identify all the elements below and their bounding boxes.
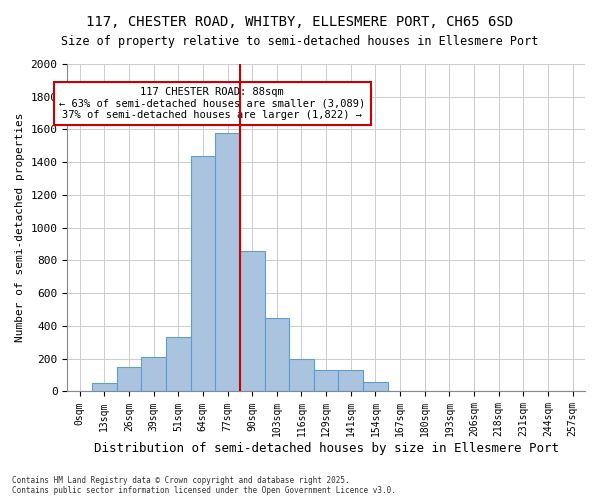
Bar: [240, 250, 265, 392]
Text: 117 CHESTER ROAD: 88sqm
← 63% of semi-detached houses are smaller (3,089)
37% of: 117 CHESTER ROAD: 88sqm ← 63% of semi-de…: [59, 87, 365, 120]
Text: Contains HM Land Registry data © Crown copyright and database right 2025.
Contai: Contains HM Land Registry data © Crown c…: [12, 476, 396, 495]
Bar: [462, 390, 487, 392]
Bar: [338, 370, 363, 392]
Y-axis label: Number of semi-detached properties: Number of semi-detached properties: [15, 113, 25, 342]
Text: Size of property relative to semi-detached houses in Ellesmere Port: Size of property relative to semi-detach…: [61, 35, 539, 48]
Bar: [412, 390, 437, 392]
Bar: [215, 133, 240, 392]
Bar: [289, 358, 314, 392]
Bar: [191, 156, 215, 392]
Bar: [166, 336, 191, 392]
Bar: [116, 367, 141, 392]
Bar: [388, 390, 412, 392]
Bar: [511, 390, 536, 392]
Bar: [363, 382, 388, 392]
Bar: [92, 384, 116, 392]
Bar: [314, 370, 338, 392]
Text: 117, CHESTER ROAD, WHITBY, ELLESMERE PORT, CH65 6SD: 117, CHESTER ROAD, WHITBY, ELLESMERE POR…: [86, 15, 514, 29]
Bar: [67, 390, 92, 392]
Bar: [437, 390, 462, 392]
X-axis label: Distribution of semi-detached houses by size in Ellesmere Port: Distribution of semi-detached houses by …: [94, 442, 559, 455]
Bar: [265, 318, 289, 392]
Bar: [536, 390, 560, 392]
Bar: [487, 390, 511, 392]
Bar: [141, 357, 166, 392]
